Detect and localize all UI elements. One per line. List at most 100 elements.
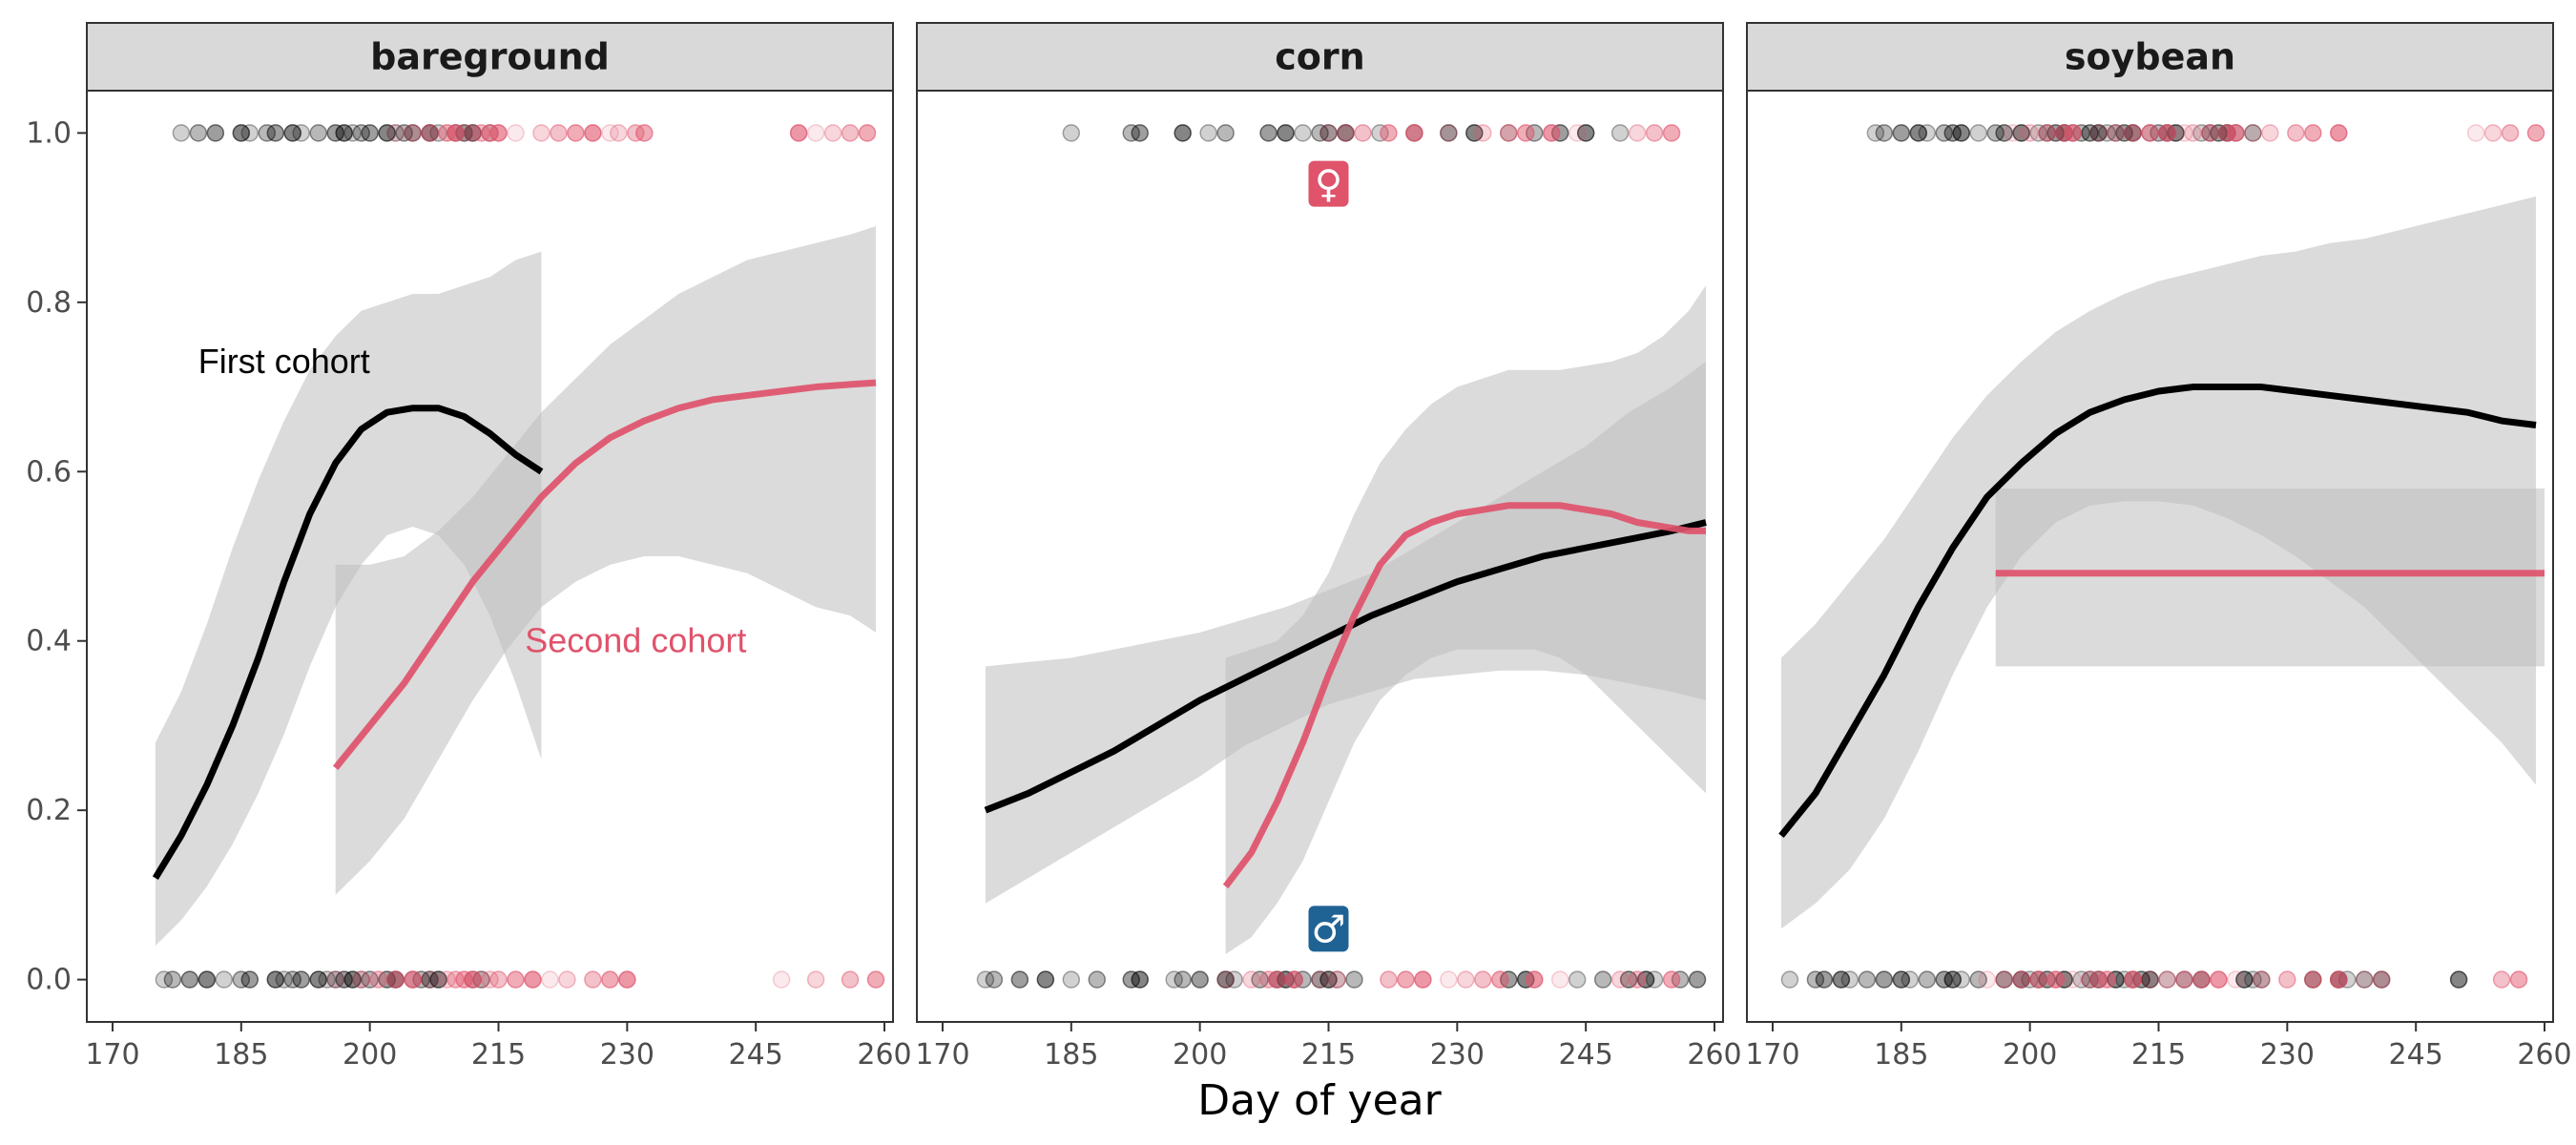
data-point (1500, 124, 1518, 142)
data-point (404, 124, 422, 142)
data-point (2158, 970, 2176, 989)
confidence-ribbon (1780, 196, 2537, 929)
data-point (2175, 124, 2193, 142)
data-point (2244, 124, 2262, 142)
data-point (2466, 124, 2485, 142)
data-point (601, 970, 619, 989)
data-point (2483, 124, 2503, 142)
data-point (2038, 124, 2056, 142)
data-point (2287, 124, 2305, 142)
x-tick-label: 245 (1559, 1038, 1613, 1072)
data-point (1311, 970, 1329, 989)
female-symbol-badge (1308, 160, 1349, 207)
data-point (2124, 970, 2142, 989)
data-point (240, 970, 260, 989)
x-tick-label: 230 (600, 1038, 654, 1072)
x-tick-label: 200 (343, 1038, 397, 1072)
data-point (1457, 970, 1475, 989)
data-point (404, 970, 422, 989)
data-point (1294, 124, 1312, 142)
data-point (2372, 970, 2391, 989)
data-point (772, 970, 791, 989)
data-point (2372, 970, 2391, 989)
data-point (1414, 970, 1432, 989)
data-point (464, 970, 482, 989)
panel-body (1778, 124, 2545, 989)
data-point (240, 124, 260, 142)
data-point (2244, 124, 2262, 142)
data-point (2098, 124, 2116, 142)
cohort-label: First cohort (198, 342, 370, 381)
x-tick-label: 170 (1745, 1038, 1799, 1072)
data-point (386, 970, 405, 989)
data-point (1892, 970, 1911, 989)
data-point (386, 124, 405, 142)
data-point (1995, 124, 2013, 142)
data-point (1780, 970, 1799, 989)
data-point (541, 970, 559, 989)
data-point (806, 124, 825, 142)
data-point (841, 970, 860, 989)
x-tick-label: 245 (2389, 1038, 2443, 1072)
data-point (163, 970, 182, 989)
data-point (2141, 970, 2159, 989)
y-tick-label: 0.0 (26, 964, 72, 997)
data-point (1542, 124, 1561, 142)
data-point (1593, 970, 1612, 989)
data-point (558, 970, 576, 989)
data-point (2244, 970, 2262, 989)
data-point (1010, 970, 1029, 989)
data-point (343, 970, 362, 989)
data-point (1875, 970, 1894, 989)
data-point (1062, 124, 1081, 142)
data-point (1405, 124, 1423, 142)
facet-soybean: soybean 170 185 200 215 230 245 260 (1745, 22, 2572, 1072)
data-point (1474, 970, 1492, 989)
data-point (1062, 970, 1081, 989)
data-point (610, 124, 628, 142)
data-point (1918, 970, 1937, 989)
data-point (1174, 970, 1192, 989)
data-point (2158, 970, 2176, 989)
data-point (1628, 970, 1647, 989)
y-tick-label: 0.4 (26, 625, 72, 658)
data-point (1525, 970, 1544, 989)
facet-corn: corn ♀ ♂ 170 185 200 215 230 245 260 (915, 22, 1742, 1072)
data-point (1815, 970, 1834, 989)
data-point (1969, 124, 1987, 142)
data-point (2021, 124, 2039, 142)
data-point (584, 124, 602, 142)
data-point (326, 970, 344, 989)
data-point (1840, 970, 1859, 989)
data-point (1216, 970, 1235, 989)
facet-strip (86, 22, 894, 92)
panel-border (86, 90, 894, 1023)
x-tick-label: 230 (1430, 1038, 1485, 1072)
data-point (335, 124, 353, 142)
data-point (1662, 124, 1681, 142)
data-point (2253, 970, 2271, 989)
data-point (806, 970, 825, 989)
data-point (2330, 124, 2348, 142)
data-point (1995, 970, 2013, 989)
data-point (1576, 124, 1595, 142)
data-point (343, 124, 362, 142)
data-point (283, 124, 301, 142)
data-point (1199, 124, 1217, 142)
data-point (1568, 124, 1587, 142)
data-point (2141, 970, 2159, 989)
data-point (2089, 124, 2108, 142)
data-point (524, 970, 542, 989)
data-point (206, 124, 225, 142)
data-point (1036, 970, 1055, 989)
data-point (1345, 970, 1363, 989)
data-point (2175, 970, 2193, 989)
y-tick-label: 1.0 (26, 116, 72, 150)
data-point (1216, 970, 1235, 989)
data-point (1319, 970, 1338, 989)
data-point (2253, 970, 2271, 989)
data-point (1319, 124, 1338, 142)
data-point (2107, 124, 2125, 142)
x-tick-label: 260 (857, 1038, 911, 1072)
data-point (292, 970, 310, 989)
